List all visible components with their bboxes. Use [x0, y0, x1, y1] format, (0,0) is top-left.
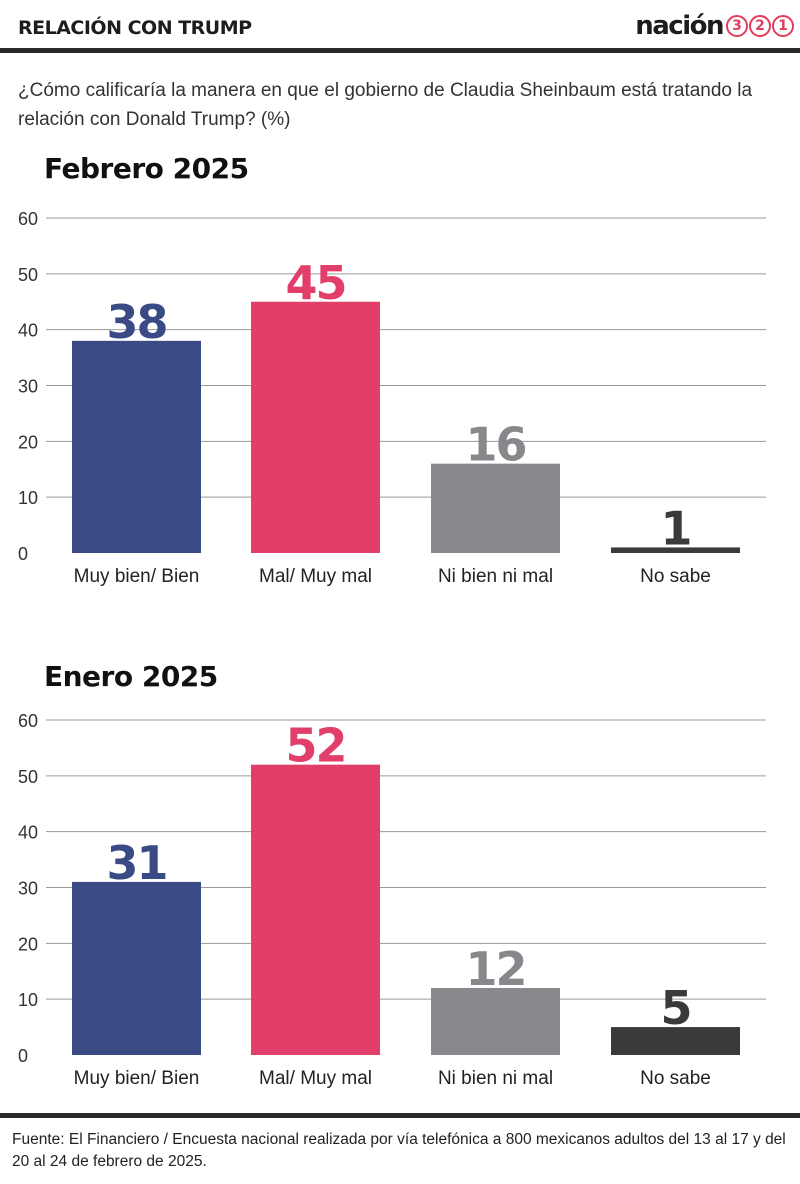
bar-value-label: 12 [465, 942, 525, 996]
bottom-divider [0, 1113, 800, 1118]
chart-title-enero: Enero 2025 [44, 660, 218, 693]
bar-value-label: 31 [106, 836, 166, 890]
bar-value-label: 1 [660, 501, 690, 555]
bar-3 [611, 547, 740, 553]
bar-chart-febrero: 0 10 20 30 40 50 60 38 Muy bien/ Bien 45 Mal/ Muy … [18, 209, 766, 587]
bar-value-label: 52 [285, 719, 345, 773]
header-title: RELACIÓN CON TRUMP [18, 17, 252, 39]
x-category-label: Mal/ Muy mal [259, 566, 372, 587]
bar-1 [251, 301, 380, 553]
y-tick-label: 20 [18, 432, 38, 452]
y-tick-label: 60 [18, 209, 38, 229]
bar-value-label: 5 [660, 981, 690, 1035]
y-tick-label: 0 [18, 1046, 28, 1066]
brand-logo: nación 3 2 1 [635, 10, 794, 42]
chart-title-febrero: Febrero 2025 [44, 152, 249, 185]
x-category-label: Ni bien ni mal [438, 1068, 553, 1089]
bar-value-label: 38 [106, 295, 166, 349]
x-category-label: Muy bien/ Bien [74, 566, 200, 587]
y-tick-label: 30 [18, 879, 38, 899]
bar-2 [431, 463, 560, 553]
x-category-label: Ni bien ni mal [438, 566, 553, 587]
y-tick-label: 30 [18, 377, 38, 397]
x-category-label: No sabe [640, 566, 711, 587]
x-category-label: No sabe [640, 1068, 711, 1089]
logo-badge-3: 3 [726, 15, 748, 37]
source-note: Fuente: El Financiero / Encuesta naciona… [12, 1131, 786, 1170]
bar-chart-enero: 0 10 20 30 40 50 60 31 Muy bien/ Bien 52 Mal/ Muy … [18, 711, 766, 1089]
y-tick-label: 50 [18, 767, 38, 787]
logo-badge-2: 2 [749, 15, 771, 37]
y-tick-label: 10 [18, 488, 38, 508]
x-category-label: Mal/ Muy mal [259, 1068, 372, 1089]
y-tick-label: 60 [18, 711, 38, 731]
header: RELACIÓN CON TRUMP nación 3 2 1 [0, 0, 800, 48]
logo-word: nación [635, 11, 724, 41]
y-tick-label: 40 [18, 321, 38, 341]
y-tick-label: 40 [18, 823, 38, 843]
bar-3 [611, 1027, 740, 1055]
bar-0 [72, 340, 201, 553]
y-tick-label: 50 [18, 265, 38, 285]
y-tick-label: 20 [18, 934, 38, 954]
bar-2 [431, 988, 560, 1055]
x-category-label: Muy bien/ Bien [74, 1068, 200, 1089]
logo-badge-1: 1 [772, 15, 794, 37]
top-divider [0, 48, 800, 53]
y-tick-label: 0 [18, 544, 28, 564]
bar-1 [251, 764, 380, 1055]
bar-value-label: 45 [285, 256, 345, 310]
survey-question: ¿Cómo calificaría la manera en que el go… [18, 80, 753, 130]
bar-value-label: 16 [465, 418, 525, 472]
bar-0 [72, 881, 201, 1055]
y-tick-label: 10 [18, 990, 38, 1010]
